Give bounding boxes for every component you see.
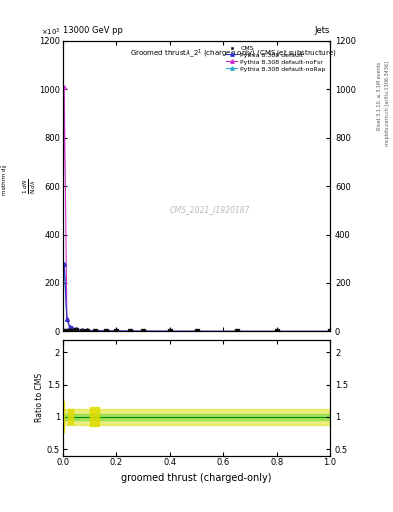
CMS xyxy=(127,328,132,334)
Bar xyxy=(90,407,100,428)
CMS xyxy=(114,328,119,334)
Bar xyxy=(68,409,73,425)
CMS xyxy=(67,328,72,334)
Text: Rivet 3.1.10, ≥ 3.1M events: Rivet 3.1.10, ≥ 3.1M events xyxy=(377,61,382,130)
CMS xyxy=(167,328,172,334)
CMS xyxy=(62,328,66,334)
Line: CMS: CMS xyxy=(62,328,332,333)
CMS xyxy=(74,327,79,333)
Text: $\times10^{3}$: $\times10^{3}$ xyxy=(40,27,60,38)
Text: Groomed thrust$\lambda\_2^1$ (charged only) (CMS jet substructure): Groomed thrust$\lambda\_2^1$ (charged on… xyxy=(130,47,336,59)
CMS xyxy=(141,328,145,334)
CMS xyxy=(103,328,108,334)
CMS xyxy=(70,328,75,334)
Bar xyxy=(63,401,65,433)
CMS xyxy=(64,328,69,334)
Y-axis label: Ratio to CMS: Ratio to CMS xyxy=(35,373,44,422)
Text: Jets: Jets xyxy=(315,26,330,35)
CMS xyxy=(194,328,199,334)
CMS xyxy=(84,328,89,334)
CMS xyxy=(79,328,84,334)
Y-axis label: $\frac{1}{\mathrm{N}} \frac{d N}{d\lambda}$: $\frac{1}{\mathrm{N}} \frac{d N}{d\lambd… xyxy=(21,178,38,194)
CMS xyxy=(274,328,279,334)
CMS xyxy=(93,328,97,334)
Legend: CMS, Pythia 8.308 default, Pythia 8.308 default-noFsr, Pythia 8.308 default-noRa: CMS, Pythia 8.308 default, Pythia 8.308 … xyxy=(225,44,327,73)
Text: mathrm dɣ
mathrm dɣ: mathrm dɣ mathrm dɣ xyxy=(0,164,7,195)
Text: 13000 GeV pp: 13000 GeV pp xyxy=(63,26,123,35)
Text: CMS_2021_I1920187: CMS_2021_I1920187 xyxy=(170,205,250,214)
CMS xyxy=(328,328,332,334)
CMS xyxy=(234,328,239,334)
X-axis label: groomed thrust (charged-only): groomed thrust (charged-only) xyxy=(121,473,272,483)
Text: mcplots.cern.ch [arXiv:1306.3436]: mcplots.cern.ch [arXiv:1306.3436] xyxy=(385,61,389,146)
